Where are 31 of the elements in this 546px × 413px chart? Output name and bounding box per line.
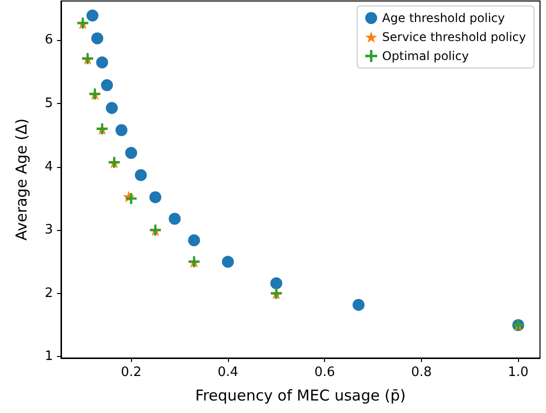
point <box>125 146 138 159</box>
x-tick-label: 1.0 <box>508 365 529 380</box>
legend-label: Optimal policy <box>382 49 469 63</box>
point <box>96 56 108 68</box>
y-tick-label: 2 <box>44 286 53 301</box>
y-tick-label: 6 <box>44 32 53 48</box>
point <box>149 191 162 204</box>
x-tick-label: 0.2 <box>120 365 142 380</box>
legend-label: Service threshold policy <box>382 30 526 44</box>
x-tick-label: 0.4 <box>218 365 238 380</box>
legend-label: Age threshold policy <box>382 11 505 25</box>
y-tick-label: 1 <box>44 349 53 364</box>
point <box>106 102 118 114</box>
point <box>222 256 234 268</box>
point <box>188 234 200 246</box>
x-tick-label: 0.6 <box>314 365 336 380</box>
point <box>134 169 147 182</box>
point <box>270 277 282 290</box>
point <box>352 298 365 311</box>
point <box>126 192 137 204</box>
point <box>115 124 128 136</box>
x-tick-label: 0.8 <box>411 365 432 380</box>
point <box>100 79 113 92</box>
point <box>91 32 104 44</box>
y-tick-label: 3 <box>44 222 53 238</box>
point <box>86 10 98 22</box>
point <box>168 212 181 225</box>
y-tick-label: 5 <box>44 96 53 112</box>
y-axis-title: Average Age (Δ) <box>12 118 30 241</box>
y-tick-label: 4 <box>44 159 53 174</box>
x-axis-title: Frequency of MEC usage (p̄) <box>195 386 406 404</box>
